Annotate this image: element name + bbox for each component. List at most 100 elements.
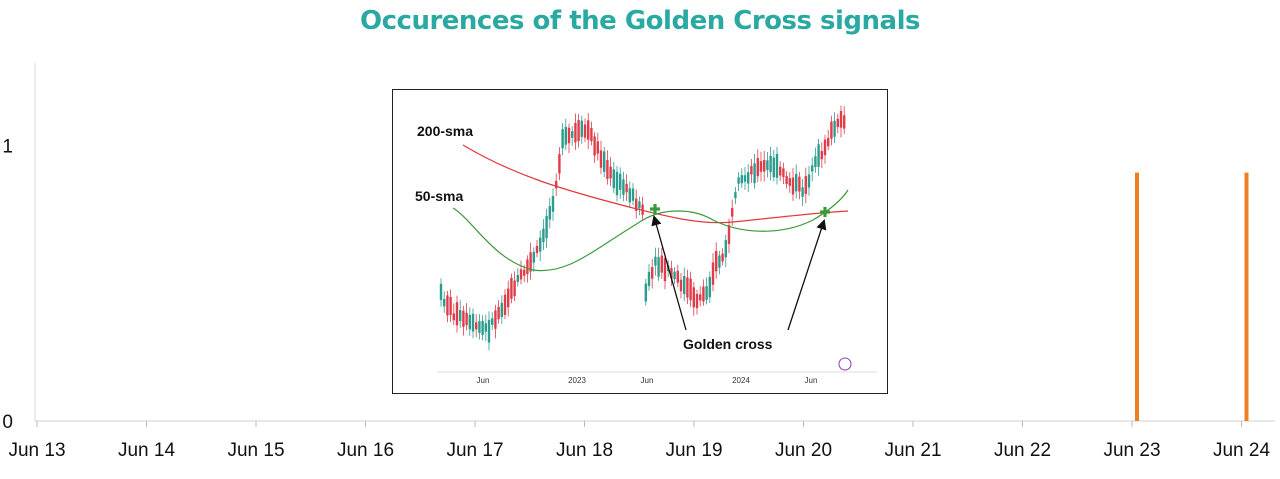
inset-candle-body [727,225,731,245]
inset-candle-body [484,323,487,332]
inset-x-tick-label: Jun [477,376,490,385]
inset-golden-cross-label: Golden cross [683,336,773,352]
inset-candle-body [711,262,715,285]
inset-candle-body [785,176,788,185]
inset-candle-body [747,172,750,184]
inset-candle-body [459,310,462,322]
x-tick-label: Jun 17 [446,440,503,461]
inset-candle-body [651,267,654,279]
inset-sma50-line [452,189,849,272]
inset-candle-body [686,277,689,298]
inset-candle-body [542,228,545,243]
inset-candle-body [791,177,795,195]
chart-title: Occurences of the Golden Cross signals [360,6,920,36]
inset-candle-body [660,255,663,273]
inset-candle-body [577,120,580,142]
inset-candle-body [692,287,695,308]
inset-candle-body [737,177,740,184]
inset-candle-body [721,253,724,262]
inset-candle-body [836,118,839,128]
inset-candle-body [683,276,686,295]
y-tick-label: 1 [2,137,13,158]
inset-candle-body [599,150,603,168]
inset-candle-body [750,166,753,175]
x-tick-label: Jun 14 [118,440,175,461]
inset-candle-body [455,302,459,326]
inset-cross-marker [653,204,657,214]
inset-candle-body [769,155,772,173]
inset-x-tick-label: 2023 [568,376,586,385]
x-tick-label: Jun 16 [337,440,394,461]
inset-candle-body [606,159,609,180]
inset-candle-body [465,312,468,326]
inset-candlestick-image: 200-sma 50-sma Golden cross Jun 2023 Jun 20… [392,89,888,394]
inset-candle-body [452,313,455,321]
x-tick-label: Jun 19 [665,440,722,461]
inset-candle-body [516,275,519,283]
inset-candle-body [539,237,542,252]
inset-candle-body [740,175,743,184]
inset-candle-body [462,310,465,327]
inset-candle-body [507,288,510,308]
inset-x-ticks: Jun 2023 Jun 2024 Jun [477,376,818,385]
inset-candle-body [567,127,571,144]
inset-candle-body [823,139,827,156]
inset-candle-body [731,208,734,217]
inset-chart: 200-sma 50-sma Golden cross Jun 2023 Jun 20… [415,105,877,385]
inset-candle-body [820,151,823,160]
axes [34,63,1275,427]
inset-candle-body [612,169,615,189]
inset-candle-body [795,173,798,192]
inset-candle-body [782,168,785,178]
inset-candle-body [609,166,612,179]
inset-candle-body [628,188,631,203]
inset-candle-body [478,321,481,333]
inset-candle-body [596,141,599,154]
inset-candle-body [471,313,475,332]
inset-candle-body [475,322,478,330]
inset-candle-body [827,137,830,147]
inset-sma50-label: 50-sma [415,188,463,204]
inset-candle-body [497,306,500,320]
inset-candle-body [564,126,567,145]
x-tick-labels: Jun 13 Jun 14 Jun 15 Jun 16 Jun 17 Jun 18 Jun … [8,440,1270,461]
inset-candle-body [689,278,692,301]
inset-candle-body [571,131,574,138]
inset-sma200-label: 200-sma [417,123,473,139]
inset-candle-body [647,271,651,287]
inset-candle-body [663,258,667,282]
inset-x-tick-label: Jun [641,376,654,385]
inset-candle-body [635,198,638,211]
inset-candle-body [766,160,769,171]
inset-candle-body [487,319,491,343]
inset-candle-body [548,206,551,220]
x-tick-label: Jun 20 [775,440,832,461]
inset-candle-body [519,269,523,280]
inset-candle-body [641,204,644,215]
inset-arrows [651,214,827,331]
x-tick-label: Jun 22 [994,440,1051,461]
inset-candle-body [535,245,539,254]
inset-candle-body [817,144,820,167]
inset-candle-body [743,175,747,182]
inset-candle-body [654,256,657,266]
inset-candle-body [532,251,535,263]
inset-candle-body [756,158,759,177]
inset-arrow [651,214,687,331]
inset-candle-body [763,159,766,172]
inset-candle-body [734,192,737,199]
inset-candle-body [804,176,807,194]
inset-candle-body [798,176,801,192]
inset-candle-body [759,161,763,172]
inset-arrow [787,219,827,331]
y-tick-label: 0 [2,412,13,433]
inset-candle-body [449,296,452,316]
inset-candle-body [555,180,558,189]
inset-candle-body [587,120,590,140]
inset-candle-body [670,268,673,279]
x-tick-label: Jun 13 [8,440,65,461]
inset-candle-body [753,163,756,184]
inset-candle-body [702,286,705,302]
x-tick-label: Jun 23 [1103,440,1160,461]
